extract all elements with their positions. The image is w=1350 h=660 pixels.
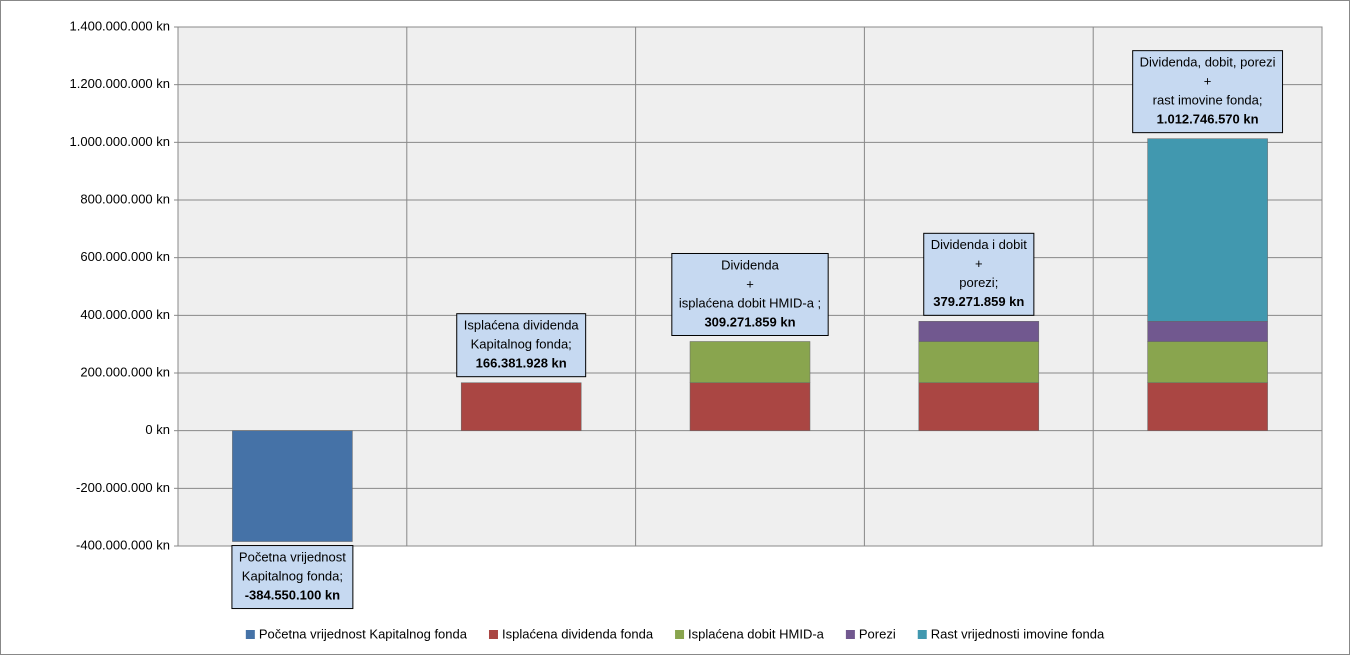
legend-swatch <box>488 630 498 639</box>
annotation-text: + <box>746 276 754 291</box>
y-tick-label: 800.000.000 kn <box>80 191 170 206</box>
annotation-text: Kapitalnog fonda; <box>242 568 343 583</box>
annotation-box <box>671 252 829 336</box>
legend-swatch <box>245 630 255 639</box>
y-tick-label: 0 kn <box>145 422 170 437</box>
annotation-text: rast imovine fonda; <box>1153 93 1263 108</box>
annotation-value: -384.550.100 kn <box>245 587 340 602</box>
annotation-text: Kapitalnog fonda; <box>471 337 572 352</box>
legend-label: Isplaćena dobit HMID-a <box>688 626 825 641</box>
bar <box>918 382 1040 431</box>
legend-label: Isplaćena dividenda fonda <box>502 626 654 641</box>
legend-label: Početna vrijednost Kapitalnog fonda <box>259 626 468 641</box>
annotation-text: Dividenda i dobit <box>931 237 1028 252</box>
bar <box>232 430 353 542</box>
legend-swatch <box>845 630 855 639</box>
y-tick-label: -400.000.000 kn <box>76 537 170 552</box>
annotation-value: 379.271.859 kn <box>933 294 1024 309</box>
annotation-text: Dividenda <box>721 257 780 272</box>
legend: Početna vrijednost Kapitalnog fonda Ispla… <box>245 626 1105 641</box>
annotation-text: Početna vrijednost <box>239 549 346 564</box>
legend-swatch <box>917 630 927 639</box>
y-tick-label: -200.000.000 kn <box>76 480 170 495</box>
annotation: Isplaćena dividenda Kapitalnog fonda; 166.… <box>456 313 587 378</box>
y-tick-label: 600.000.000 kn <box>80 249 170 264</box>
annotation-text: + <box>1204 74 1212 89</box>
y-tick-label: 1.200.000.000 kn <box>70 76 170 91</box>
annotation-box <box>456 313 587 378</box>
annotation-box <box>923 232 1035 316</box>
bar <box>918 321 1040 342</box>
annotation-text: Dividenda, dobit, porezi <box>1140 55 1276 70</box>
bar <box>460 382 582 431</box>
bar <box>689 341 811 383</box>
bar <box>918 341 1040 383</box>
legend-label: Rast vrijednosti imovine fonda <box>931 626 1105 641</box>
annotation: Dividenda i dobit + porezi; 379.271.859 kn <box>923 232 1035 316</box>
annotation-value: 1.012.746.570 kn <box>1157 112 1259 127</box>
bar <box>1147 321 1268 342</box>
y-tick-label: 200.000.000 kn <box>80 364 170 379</box>
bar <box>689 382 811 431</box>
annotation-value: 166.381.928 kn <box>476 356 567 371</box>
annotation-text: isplaćena dobit HMID-a ; <box>679 295 821 310</box>
annotation: Početna vrijednost Kapitalnog fonda; -384.… <box>231 545 354 610</box>
y-tick-label: 1.000.000.000 kn <box>70 134 170 149</box>
annotation: Dividenda + isplaćena dobit HMID-a ; 309.27… <box>671 252 829 336</box>
legend-label: Porezi <box>859 626 896 641</box>
annotation-text: + <box>975 256 983 271</box>
y-tick-label: 400.000.000 kn <box>80 307 170 322</box>
annotation: Dividenda, dobit, porezi + rast imovine fo… <box>1132 50 1284 134</box>
legend-swatch <box>675 630 685 639</box>
annotation-value: 309.271.859 kn <box>704 314 795 329</box>
annotation-box <box>1132 50 1284 134</box>
annotation-text: Isplaćena dividenda <box>464 318 580 333</box>
bar <box>1147 138 1268 322</box>
bar <box>1147 382 1268 431</box>
y-tick-label: 1.400.000.000 kn <box>70 18 170 33</box>
annotation-text: porezi; <box>959 275 998 290</box>
bar <box>1147 341 1268 383</box>
annotation-box <box>231 545 354 610</box>
